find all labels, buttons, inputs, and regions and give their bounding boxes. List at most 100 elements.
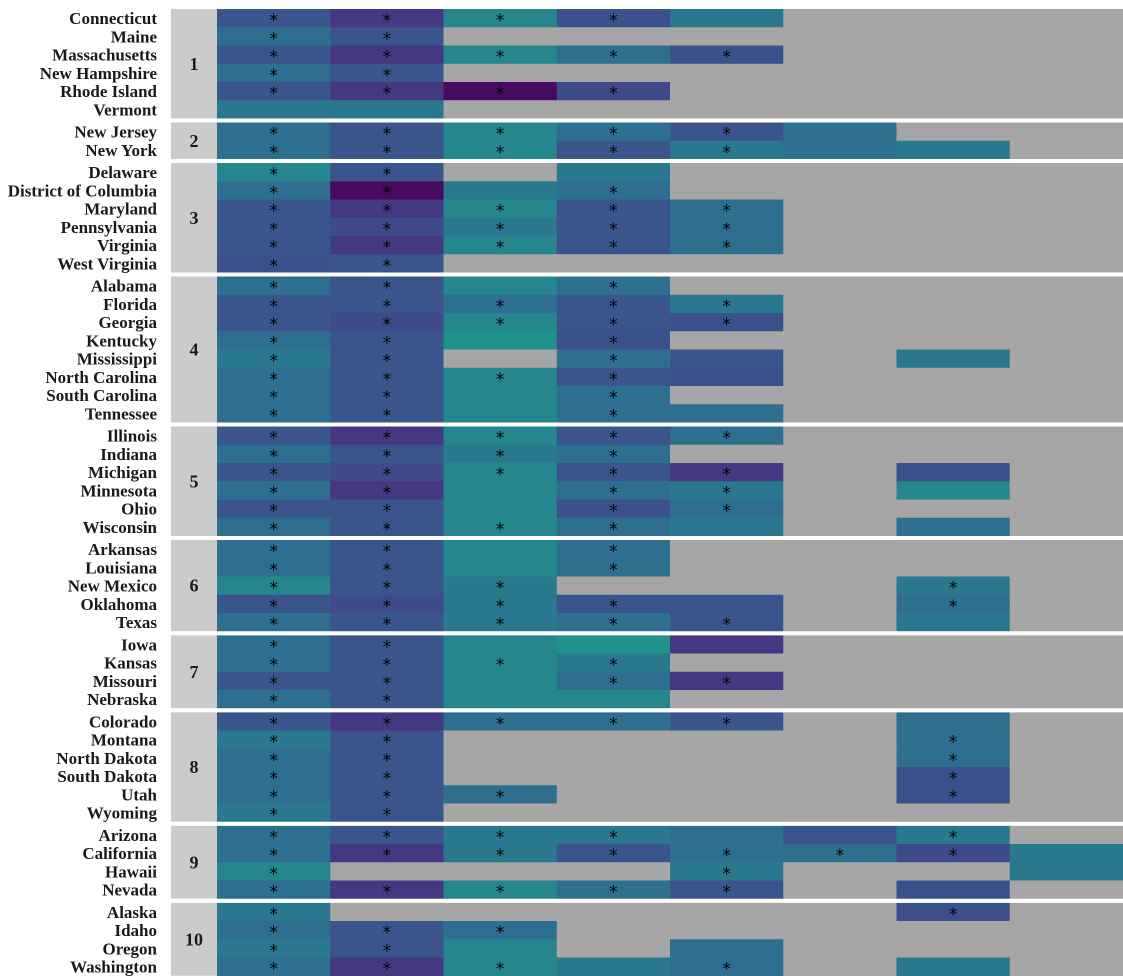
state-label-oregon: Oregon	[103, 939, 158, 958]
significance-star: *	[609, 429, 618, 449]
heatmap-cell	[896, 862, 1011, 881]
heatmap-cell	[556, 803, 671, 823]
state-label-missouri: Missouri	[93, 672, 158, 691]
heatmap-cell	[670, 862, 784, 881]
heatmap-cell	[896, 730, 1011, 750]
state-label-virginia: Virginia	[97, 236, 157, 255]
heatmap-cell	[1009, 767, 1123, 786]
significance-star: *	[609, 202, 618, 222]
heatmap-cell	[1009, 254, 1123, 273]
significance-star: *	[722, 864, 731, 884]
heatmap-cell	[556, 276, 671, 296]
significance-star: *	[383, 84, 392, 104]
heatmap-cell	[443, 517, 558, 537]
heatmap-cell	[670, 367, 784, 387]
group-band-2	[171, 122, 217, 159]
heatmap-cell	[783, 181, 897, 200]
heatmap-cell	[443, 181, 558, 200]
significance-star: *	[383, 714, 392, 734]
heatmap-cell	[217, 481, 331, 500]
heatmap-cell	[1009, 367, 1123, 387]
significance-star: *	[496, 297, 505, 317]
heatmap-cell	[896, 276, 1011, 296]
significance-star: *	[722, 238, 731, 258]
heatmap-cell	[556, 594, 671, 614]
heatmap-cell	[217, 294, 331, 314]
significance-star: *	[609, 370, 618, 390]
heatmap-cell	[556, 122, 671, 142]
heatmap-cell	[443, 349, 558, 369]
heatmap-cell	[443, 748, 558, 768]
heatmap-cell	[896, 82, 1011, 101]
heatmap-cell	[896, 671, 1011, 691]
group-separator	[171, 272, 1123, 277]
heatmap-cell	[896, 690, 1011, 709]
heatmap-cell	[783, 276, 897, 296]
significance-star: *	[269, 846, 278, 866]
heatmap-cell	[896, 27, 1011, 46]
significance-star: *	[609, 315, 618, 335]
state-label-kansas: Kansas	[104, 654, 157, 673]
significance-star: *	[496, 714, 505, 734]
heatmap-cell	[443, 404, 558, 423]
significance-star: *	[496, 923, 505, 943]
heatmap-cells	[217, 9, 1123, 976]
heatmap-cell	[217, 45, 331, 65]
state-label-california: California	[82, 844, 157, 863]
heatmap-cell	[330, 558, 444, 577]
significance-star: *	[269, 11, 278, 31]
significance-star: *	[609, 238, 618, 258]
significance-star: *	[496, 11, 505, 31]
heatmap-cell	[556, 785, 671, 804]
heatmap-cell	[1009, 517, 1123, 537]
heatmap-cell	[330, 517, 444, 537]
heatmap-cell	[556, 426, 671, 446]
state-label-new-hampshire: New Hampshire	[40, 64, 158, 83]
heatmap-cell	[217, 199, 331, 219]
heatmap-cell	[330, 331, 444, 350]
significance-star: *	[609, 846, 618, 866]
significance-star: *	[383, 923, 392, 943]
significance-star: *	[269, 429, 278, 449]
significance-star: *	[269, 143, 278, 163]
heatmap-cell	[217, 880, 331, 900]
significance-star: *	[269, 733, 278, 753]
heatmap-cell	[330, 426, 444, 446]
significance-star: *	[383, 846, 392, 866]
heatmap-cell	[1009, 730, 1123, 750]
significance-star: *	[496, 846, 505, 866]
significance-star: *	[722, 125, 731, 145]
significance-star: *	[496, 84, 505, 104]
state-label-south-carolina: South Carolina	[46, 386, 157, 405]
significance-star: *	[609, 483, 618, 503]
significance-star: *	[269, 370, 278, 390]
heatmap-cell	[217, 921, 331, 940]
heatmap-cell	[217, 100, 331, 119]
state-label-north-dakota: North Dakota	[56, 749, 157, 768]
significance-star: *	[722, 297, 731, 317]
heatmap-cell	[443, 957, 558, 976]
heatmap-cell	[443, 217, 558, 237]
heatmap-cell	[896, 594, 1011, 614]
heatmap-cell	[896, 294, 1011, 314]
heatmap-cell	[217, 803, 331, 823]
heatmap-cell	[443, 463, 558, 482]
heatmap-cell	[1009, 576, 1123, 596]
heatmap-cell	[783, 748, 897, 768]
heatmap-cell	[217, 825, 331, 845]
heatmap-cell	[670, 844, 784, 863]
significance-star: *	[496, 597, 505, 617]
significance-star: *	[722, 465, 731, 485]
significance-star: *	[949, 846, 958, 866]
heatmap-cell	[443, 276, 558, 296]
heatmap-cell	[896, 653, 1011, 673]
heatmap-cell	[443, 426, 558, 446]
heatmap-cell	[330, 9, 444, 28]
heatmap-cell	[1009, 594, 1123, 614]
heatmap-cell	[556, 880, 671, 900]
significance-star: *	[722, 714, 731, 734]
significance-star: *	[269, 674, 278, 694]
heatmap-cell	[556, 27, 671, 46]
significance-star: *	[609, 11, 618, 31]
